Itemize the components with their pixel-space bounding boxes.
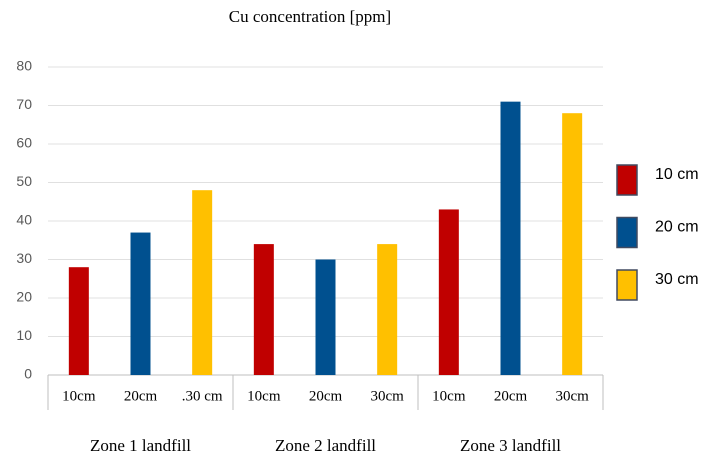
bar <box>68 267 89 375</box>
bar <box>377 244 398 375</box>
bar <box>253 244 274 375</box>
x-category-label: Zone 3 landfill <box>460 436 561 455</box>
y-tick-label: 10 <box>16 327 32 343</box>
legend-swatch <box>616 269 638 301</box>
x-category-label: Zone 2 landfill <box>275 436 376 455</box>
x-tick-label: 20cm <box>124 388 158 404</box>
chart-title: Cu concentration [ppm] <box>229 7 391 26</box>
x-tick-label: 20cm <box>309 388 343 404</box>
y-tick-label: 50 <box>16 173 32 189</box>
x-tick-label: 30cm <box>556 388 590 404</box>
y-tick-label: 20 <box>16 289 32 305</box>
bar <box>192 190 213 375</box>
y-tick-label: 80 <box>16 58 32 74</box>
legend-label: 30 cm <box>655 271 699 288</box>
legend-swatch <box>616 164 638 196</box>
x-tick-label: 10cm <box>432 388 466 404</box>
y-tick-label: 70 <box>16 96 32 112</box>
bar <box>500 101 521 376</box>
bar <box>130 232 151 375</box>
legend-label: 20 cm <box>655 219 699 236</box>
y-tick-label: 30 <box>16 250 32 266</box>
x-tick-label: .30 cm <box>182 388 223 404</box>
x-tick-label: 30cm <box>371 388 405 404</box>
x-tick-label: 20cm <box>494 388 528 404</box>
bar <box>315 259 336 375</box>
y-tick-label: 0 <box>24 366 32 382</box>
y-tick-label: 40 <box>16 212 32 228</box>
x-category-label: Zone 1 landfill <box>90 436 191 455</box>
legend-swatch <box>616 216 638 249</box>
x-tick-label: 10cm <box>62 388 96 404</box>
y-tick-label: 60 <box>16 135 32 151</box>
legend-label: 10 cm <box>655 166 699 183</box>
bar <box>562 113 583 375</box>
x-tick-label: 10cm <box>247 388 281 404</box>
bar <box>438 209 459 375</box>
